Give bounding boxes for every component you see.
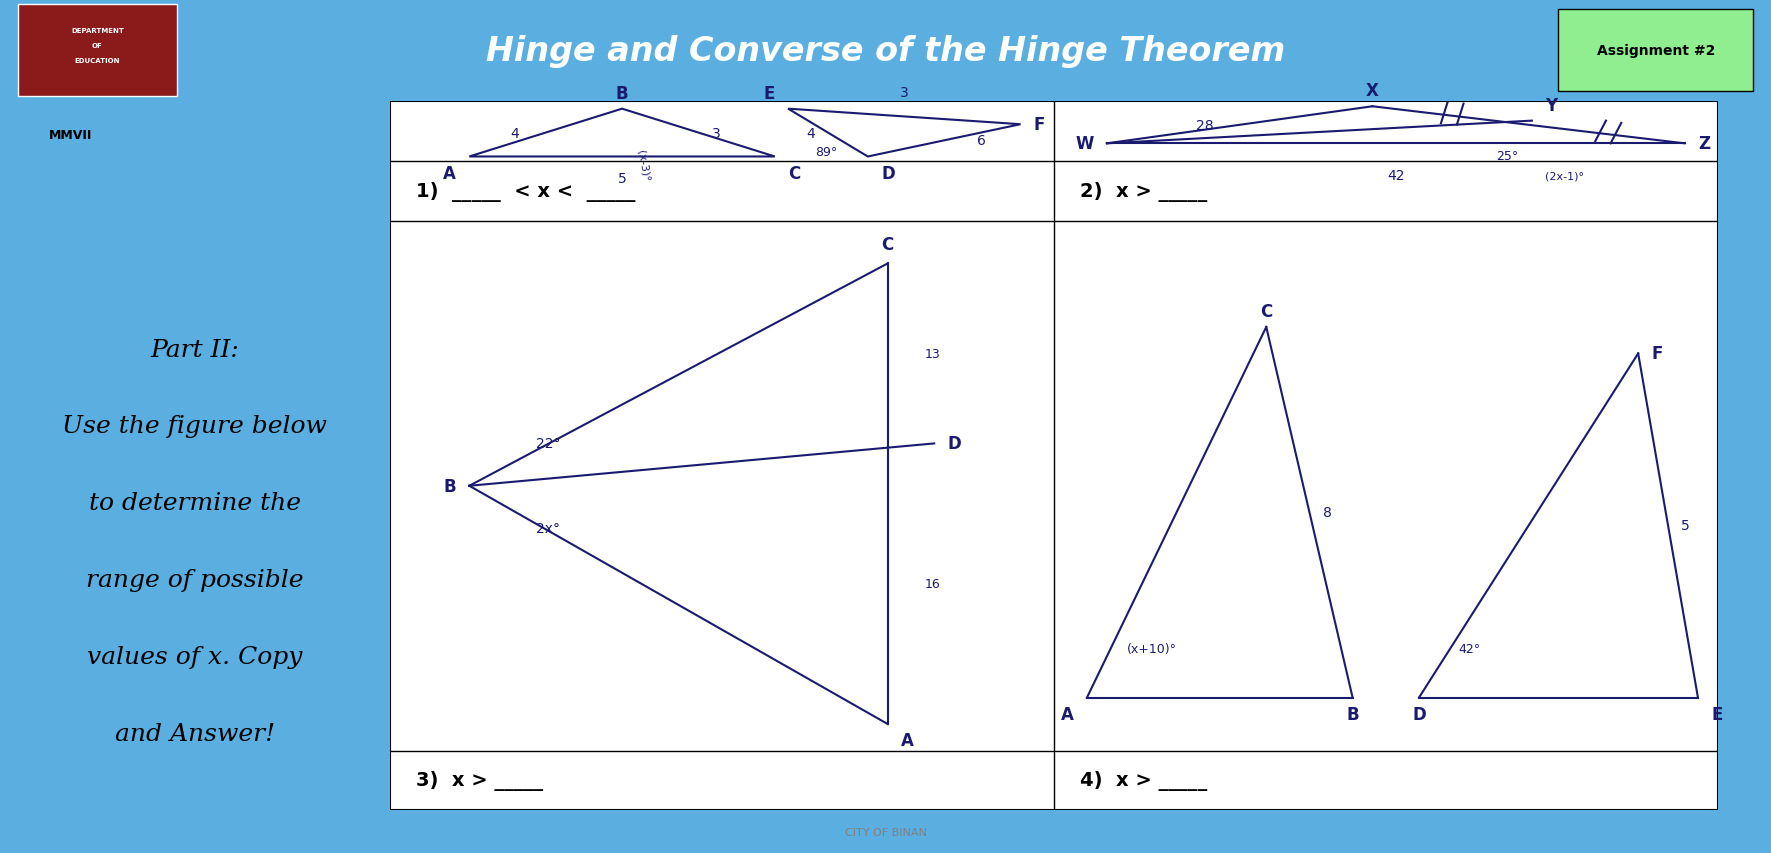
Text: Part II:: Part II: bbox=[151, 339, 239, 361]
Text: DEPARTMENT: DEPARTMENT bbox=[71, 27, 124, 34]
Text: A: A bbox=[443, 165, 455, 183]
Text: 42°: 42° bbox=[1459, 642, 1481, 655]
Text: (x+10)°: (x+10)° bbox=[1126, 642, 1176, 655]
Text: and Answer!: and Answer! bbox=[115, 722, 275, 745]
Text: A: A bbox=[1061, 705, 1073, 722]
Text: X: X bbox=[1365, 82, 1380, 100]
Text: C: C bbox=[788, 165, 800, 183]
Text: 5: 5 bbox=[1681, 519, 1690, 533]
Text: D: D bbox=[947, 435, 962, 453]
Text: 42: 42 bbox=[1387, 169, 1404, 183]
Text: 4)  x > _____: 4) x > _____ bbox=[1080, 770, 1208, 791]
Text: W: W bbox=[1075, 135, 1094, 154]
Text: 2)  x > _____: 2) x > _____ bbox=[1080, 182, 1208, 202]
Text: OF: OF bbox=[92, 43, 103, 49]
Text: EDUCATION: EDUCATION bbox=[74, 58, 120, 65]
Text: 4: 4 bbox=[806, 126, 815, 141]
Text: C: C bbox=[1261, 303, 1272, 321]
Text: 8: 8 bbox=[1323, 506, 1332, 519]
Text: 13: 13 bbox=[924, 347, 940, 361]
Text: 22°: 22° bbox=[535, 437, 560, 450]
Text: Use the figure below: Use the figure below bbox=[62, 415, 328, 438]
Text: 25°: 25° bbox=[1496, 150, 1520, 163]
Text: CITY OF BINAN: CITY OF BINAN bbox=[845, 827, 926, 837]
Text: A: A bbox=[901, 731, 914, 749]
Text: to determine the: to determine the bbox=[89, 492, 301, 514]
Text: Y: Y bbox=[1544, 96, 1557, 114]
Text: 16: 16 bbox=[924, 577, 940, 590]
Text: Hinge and Converse of the Hinge Theorem: Hinge and Converse of the Hinge Theorem bbox=[485, 35, 1286, 67]
Text: values of x. Copy: values of x. Copy bbox=[87, 646, 303, 668]
Text: F: F bbox=[1034, 116, 1045, 134]
Text: C: C bbox=[882, 235, 894, 253]
Text: B: B bbox=[616, 84, 629, 102]
Text: 3: 3 bbox=[900, 85, 909, 100]
Text: range of possible: range of possible bbox=[87, 569, 303, 591]
Text: 3)  x > _____: 3) x > _____ bbox=[416, 770, 544, 791]
Text: E: E bbox=[1711, 705, 1723, 722]
Text: Z: Z bbox=[1698, 135, 1711, 154]
Text: D: D bbox=[880, 165, 894, 183]
Text: (x-3)°: (x-3)° bbox=[636, 149, 650, 183]
Text: 89°: 89° bbox=[815, 146, 838, 159]
Bar bbox=[1558, 10, 1753, 92]
Text: B: B bbox=[1346, 705, 1358, 722]
Text: Assignment #2: Assignment #2 bbox=[1597, 44, 1714, 58]
Text: (2x-1)°: (2x-1)° bbox=[1544, 171, 1585, 181]
Text: 3: 3 bbox=[712, 126, 721, 141]
Text: B: B bbox=[443, 477, 457, 496]
Text: 28: 28 bbox=[1195, 119, 1213, 132]
Text: E: E bbox=[763, 84, 774, 102]
Text: 1)  _____  < x <  _____: 1) _____ < x < _____ bbox=[416, 182, 636, 202]
Text: D: D bbox=[1411, 705, 1426, 722]
Text: MMVII: MMVII bbox=[50, 129, 92, 142]
Text: 5: 5 bbox=[618, 171, 627, 185]
Bar bbox=[18, 5, 177, 97]
Text: 2x°: 2x° bbox=[535, 522, 560, 536]
Text: 6: 6 bbox=[978, 134, 986, 148]
Text: 4: 4 bbox=[510, 126, 519, 141]
Text: F: F bbox=[1651, 345, 1663, 363]
